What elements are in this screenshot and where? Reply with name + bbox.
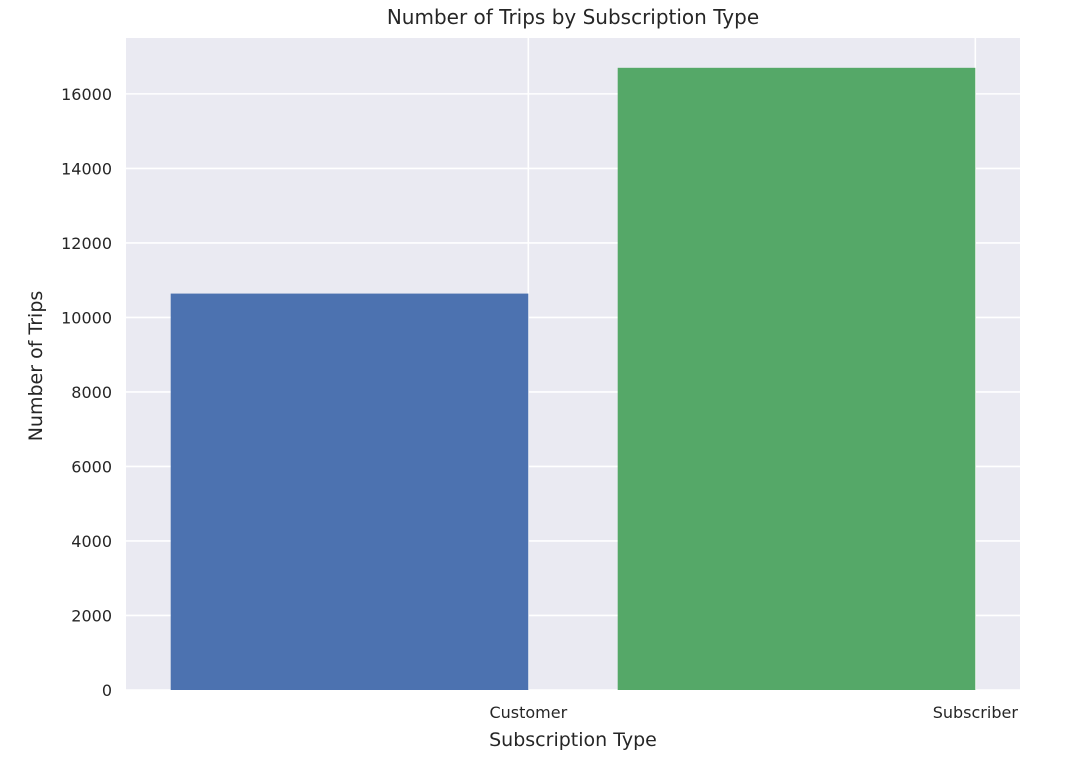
- bar-subscriber: [617, 67, 976, 690]
- chart-title: Number of Trips by Subscription Type: [387, 5, 759, 29]
- y-axis-label: Number of Trips: [25, 291, 47, 442]
- y-tick-label: 0: [102, 681, 112, 700]
- y-tick-label: 10000: [61, 308, 112, 327]
- bar-customer: [170, 293, 529, 690]
- x-tick-label: Subscriber: [933, 703, 1019, 722]
- y-axis-ticks: 0 2000 4000 6000 8000 10000 12000 14000 16000: [61, 85, 112, 700]
- y-tick-label: 4000: [71, 532, 112, 551]
- y-tick-label: 8000: [71, 383, 112, 402]
- y-tick-label: 2000: [71, 606, 112, 625]
- x-tick-label: Customer: [489, 703, 567, 722]
- y-tick-label: 6000: [71, 457, 112, 476]
- bars: [170, 67, 976, 690]
- x-axis-ticks: Customer Subscriber: [489, 703, 1018, 722]
- y-tick-label: 14000: [61, 159, 112, 178]
- x-axis-label: Subscription Type: [489, 729, 657, 751]
- y-tick-label: 16000: [61, 85, 112, 104]
- y-tick-label: 12000: [61, 234, 112, 253]
